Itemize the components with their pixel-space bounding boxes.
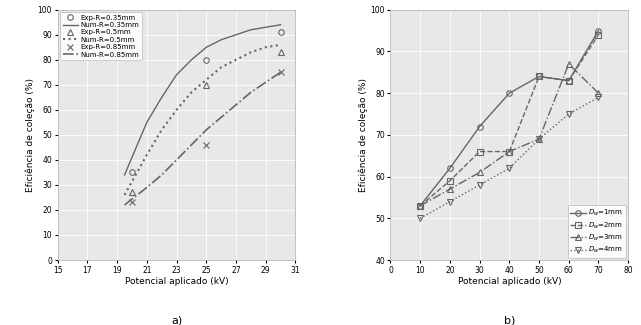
Num-R=0.85mm xyxy=(172,158,180,162)
$D_w$=2mm xyxy=(506,150,513,153)
$D_w$=1mm xyxy=(535,74,543,78)
Num-R=0.85mm xyxy=(277,71,285,74)
Legend: $D_w$=1mm, $D_w$=2mm, $D_w$=3mm, $D_w$=4mm: $D_w$=1mm, $D_w$=2mm, $D_w$=3mm, $D_w$=4… xyxy=(567,205,626,258)
Num-R=0.5mm xyxy=(262,46,269,49)
Num-R=0.35mm xyxy=(121,173,128,177)
Num-R=0.5mm xyxy=(143,153,151,157)
Num-R=0.5mm xyxy=(217,65,225,69)
Legend: Exp-R=0.35mm, Num-R=0.35mm, Exp-R=0.5mm, Num-R=0.5mm, Exp-R=0.85mm, Num-R=0.85mm: Exp-R=0.35mm, Num-R=0.35mm, Exp-R=0.5mm,… xyxy=(60,12,142,60)
$D_w$=2mm xyxy=(595,33,603,37)
$D_w$=4mm xyxy=(565,112,572,116)
Line: Exp-R=0.85mm: Exp-R=0.85mm xyxy=(129,70,283,205)
$D_w$=4mm xyxy=(417,216,424,220)
Num-R=0.5mm xyxy=(277,43,285,47)
Num-R=0.35mm xyxy=(158,96,165,99)
Line: Num-R=0.35mm: Num-R=0.35mm xyxy=(124,25,281,175)
Num-R=0.5mm xyxy=(203,78,210,82)
X-axis label: Potencial aplicado (kV): Potencial aplicado (kV) xyxy=(125,277,228,286)
$D_w$=4mm xyxy=(446,200,454,203)
Num-R=0.85mm xyxy=(121,203,128,207)
Num-R=0.5mm xyxy=(172,108,180,112)
Num-R=0.85mm xyxy=(247,90,254,94)
Line: $D_w$=4mm: $D_w$=4mm xyxy=(417,95,601,221)
Num-R=0.5mm xyxy=(247,50,254,54)
Exp-R=0.5mm xyxy=(203,83,210,87)
Exp-R=0.5mm xyxy=(128,190,136,194)
Line: $D_w$=1mm: $D_w$=1mm xyxy=(417,28,601,209)
$D_w$=4mm xyxy=(476,183,483,187)
$D_w$=4mm xyxy=(595,95,603,99)
Y-axis label: Eficiência de coleção (%): Eficiência de coleção (%) xyxy=(358,78,368,192)
Line: Num-R=0.85mm: Num-R=0.85mm xyxy=(124,72,281,205)
Exp-R=0.85mm xyxy=(277,71,285,74)
Line: $D_w$=2mm: $D_w$=2mm xyxy=(417,32,601,209)
$D_w$=1mm xyxy=(476,124,483,128)
Exp-R=0.85mm xyxy=(128,201,136,204)
$D_w$=3mm xyxy=(595,91,603,95)
Exp-R=0.35mm xyxy=(203,58,210,62)
$D_w$=2mm xyxy=(446,179,454,183)
Num-R=0.85mm xyxy=(203,128,210,132)
Num-R=0.85mm xyxy=(158,173,165,177)
Line: $D_w$=3mm: $D_w$=3mm xyxy=(417,61,601,209)
Num-R=0.35mm xyxy=(277,23,285,27)
Num-R=0.5mm xyxy=(158,128,165,132)
Num-R=0.35mm xyxy=(217,38,225,42)
Num-R=0.85mm xyxy=(188,143,196,147)
Exp-R=0.85mm xyxy=(203,143,210,147)
$D_w$=4mm xyxy=(506,166,513,170)
Exp-R=0.5mm xyxy=(277,50,285,54)
$D_w$=3mm xyxy=(446,187,454,191)
Line: Exp-R=0.35mm: Exp-R=0.35mm xyxy=(129,30,283,175)
Exp-R=0.35mm xyxy=(277,30,285,34)
Line: Exp-R=0.5mm: Exp-R=0.5mm xyxy=(129,49,283,195)
$D_w$=2mm xyxy=(476,150,483,153)
$D_w$=3mm xyxy=(506,150,513,153)
$D_w$=2mm xyxy=(417,204,424,208)
Num-R=0.35mm xyxy=(247,28,254,32)
$D_w$=3mm xyxy=(417,204,424,208)
X-axis label: Potencial aplicado (kV): Potencial aplicado (kV) xyxy=(458,277,561,286)
Y-axis label: Eficiência de coleção (%): Eficiência de coleção (%) xyxy=(26,78,35,192)
$D_w$=4mm xyxy=(535,137,543,141)
$D_w$=3mm xyxy=(535,137,543,141)
$D_w$=2mm xyxy=(565,79,572,83)
Num-R=0.5mm xyxy=(121,193,128,197)
Num-R=0.35mm xyxy=(188,58,196,62)
Num-R=0.5mm xyxy=(232,58,240,62)
Num-R=0.5mm xyxy=(188,90,196,94)
Num-R=0.35mm xyxy=(203,46,210,49)
$D_w$=1mm xyxy=(595,29,603,32)
$D_w$=3mm xyxy=(565,62,572,66)
$D_w$=3mm xyxy=(476,170,483,174)
Exp-R=0.35mm xyxy=(128,171,136,175)
Line: Num-R=0.5mm: Num-R=0.5mm xyxy=(124,45,281,195)
$D_w$=1mm xyxy=(565,79,572,83)
Num-R=0.35mm xyxy=(172,73,180,77)
Num-R=0.35mm xyxy=(232,33,240,37)
$D_w$=1mm xyxy=(417,204,424,208)
$D_w$=1mm xyxy=(506,91,513,95)
Num-R=0.35mm xyxy=(262,25,269,29)
$D_w$=2mm xyxy=(535,74,543,78)
Num-R=0.85mm xyxy=(232,103,240,107)
Text: a): a) xyxy=(171,315,182,325)
$D_w$=1mm xyxy=(446,166,454,170)
Num-R=0.85mm xyxy=(143,186,151,189)
Num-R=0.85mm xyxy=(262,80,269,84)
Text: b): b) xyxy=(504,315,515,325)
Num-R=0.35mm xyxy=(143,121,151,124)
Num-R=0.85mm xyxy=(217,115,225,119)
